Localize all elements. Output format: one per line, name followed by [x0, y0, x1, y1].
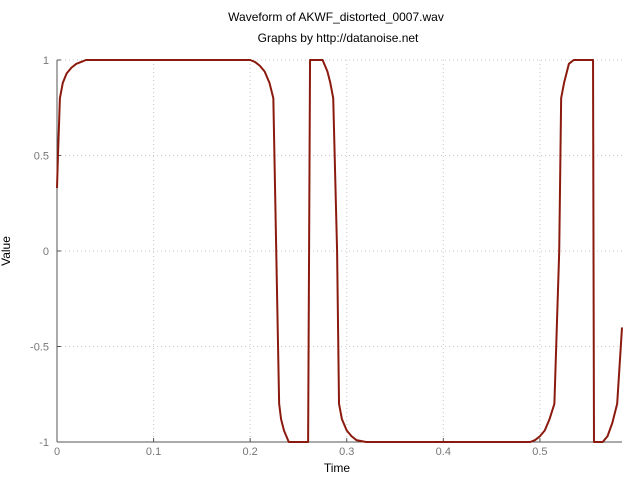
y-tick-label-4: -1	[39, 437, 49, 449]
y-tick-label-2: 0	[43, 246, 49, 258]
chart-title: Waveform of AKWF_distorted_0007.wav	[228, 10, 444, 24]
y-tick-label-3: -0.5	[30, 342, 49, 354]
series-layer	[56, 59, 623, 443]
y-tick-label-0: 1	[43, 55, 49, 67]
y-axis-label: Value	[0, 236, 13, 266]
x-tick-label-0: 0	[54, 446, 60, 458]
x-tick-label-2: 0.2	[243, 446, 258, 458]
x-tick-label-1: 0.1	[146, 446, 161, 458]
x-tick-label-4: 0.4	[436, 446, 451, 458]
x-tick-label-3: 0.3	[339, 446, 354, 458]
y-tick-label-1: 0.5	[34, 151, 49, 163]
x-tick-label-5: 0.5	[532, 446, 547, 458]
x-axis-label: Time	[324, 461, 351, 475]
tick-labels: 0 0.1 0.2 0.3 0.4 0.5 1 0.5 0 -0.5 -1	[30, 55, 548, 458]
chart-subtitle: Graphs by http://datanoise.net	[258, 31, 419, 45]
waveform-series-line-0	[56, 59, 623, 443]
